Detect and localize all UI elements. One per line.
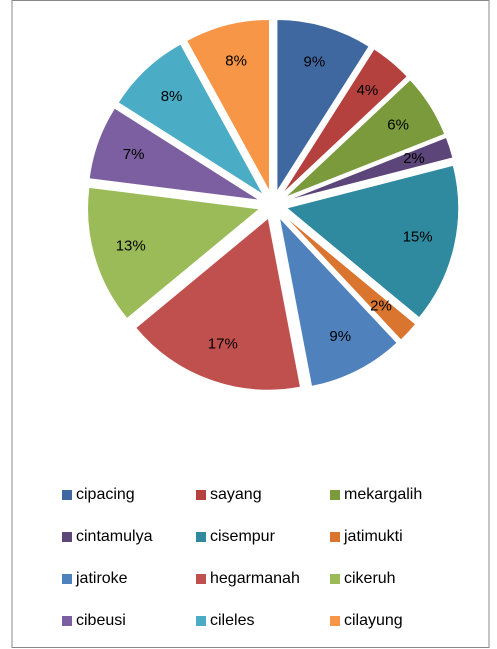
legend-swatch <box>196 616 206 626</box>
legend-label: jatimukti <box>343 528 403 545</box>
legend-label: cileles <box>210 612 254 629</box>
pie-slice <box>185 18 271 192</box>
pie-slice <box>286 136 454 202</box>
pie-slice <box>281 48 409 195</box>
data-label: 15% <box>403 228 433 245</box>
legend-swatch <box>196 532 206 542</box>
pie-slice <box>276 19 370 194</box>
legend-swatch <box>330 616 340 626</box>
chart-border <box>11 0 490 648</box>
pie-slice <box>278 215 398 388</box>
data-label: 6% <box>387 117 409 134</box>
legend-swatch <box>62 532 72 542</box>
legend-label: cikeruh <box>344 570 396 587</box>
data-label: 17% <box>208 335 238 352</box>
pie-slice <box>282 214 417 341</box>
data-label: 9% <box>303 54 325 71</box>
data-label: 8% <box>225 52 247 69</box>
pie-slice <box>87 186 261 320</box>
data-label: 8% <box>161 88 183 105</box>
legend-label: jatiroke <box>75 570 128 587</box>
pie-slice <box>135 217 302 391</box>
legend-swatch <box>330 532 340 542</box>
legend-label: cipacing <box>76 486 135 503</box>
legend-swatch <box>62 616 72 626</box>
pie-slice <box>285 164 460 319</box>
data-label: 7% <box>123 146 145 163</box>
data-label: 13% <box>116 237 146 254</box>
data-label: 2% <box>370 297 392 314</box>
legend-label: hegarmanah <box>210 570 300 587</box>
legend-swatch <box>62 490 72 500</box>
data-label: 9% <box>329 328 351 345</box>
legend-label: cibeusi <box>76 612 126 629</box>
data-label: 2% <box>403 150 425 167</box>
legend-label: mekargalih <box>344 486 422 503</box>
pie-slice <box>88 107 261 201</box>
legend-label: cintamulya <box>76 528 153 545</box>
data-label: 4% <box>357 82 379 99</box>
legend-swatch <box>62 574 72 584</box>
legend-swatch <box>196 574 206 584</box>
legend-label: cilayung <box>344 612 403 629</box>
pie-slice <box>117 43 264 196</box>
legend-swatch <box>196 490 206 500</box>
pie-slice <box>284 79 446 198</box>
legend-swatch <box>330 490 340 500</box>
legend-label: cisempur <box>210 528 276 545</box>
legend-label: sayang <box>210 486 262 503</box>
legend-swatch <box>330 574 340 584</box>
